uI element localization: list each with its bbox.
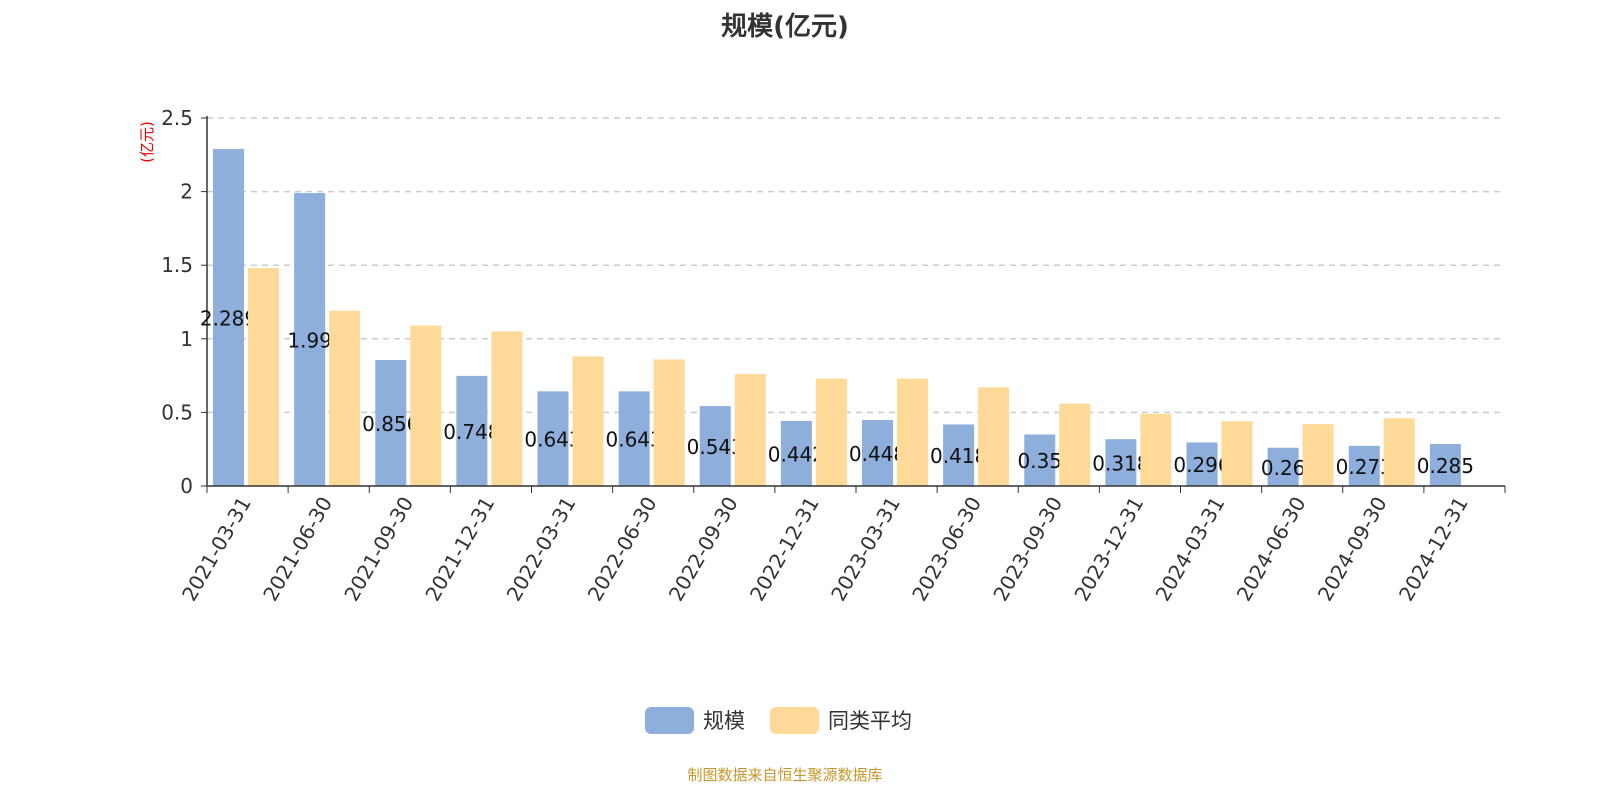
x-tick-label: 2021-06-30 — [258, 493, 337, 606]
x-tick-label: 2022-12-31 — [745, 493, 824, 606]
y-tick-label: 2.5 — [161, 106, 193, 130]
y-tick-label: 1.5 — [161, 253, 193, 277]
bar-scale — [213, 149, 244, 486]
y-axis-label: (亿元) — [138, 121, 156, 163]
x-tick-label: 2023-06-30 — [907, 493, 986, 606]
data-label: 0.856 — [362, 412, 419, 436]
bar-scale — [618, 391, 650, 486]
y-tick-label: 2 — [180, 180, 193, 204]
bar-peer-average — [1221, 421, 1253, 486]
data-label: 0.26 — [1261, 456, 1306, 480]
x-tick-label: 2023-03-31 — [826, 493, 905, 606]
x-tick-label: 2024-06-30 — [1232, 493, 1311, 606]
x-tick-label: 2022-03-31 — [501, 493, 580, 606]
x-tick-label: 2021-03-31 — [177, 493, 256, 606]
data-label: 2.289 — [200, 307, 257, 331]
bar-peer-average — [1302, 424, 1334, 486]
legend-label: 规模 — [703, 709, 745, 733]
data-label: 0.543 — [687, 435, 744, 459]
bar-scale — [537, 391, 569, 486]
source-note: 制图数据来自恒生聚源数据库 — [687, 766, 883, 784]
data-label: 0.643 — [605, 428, 662, 452]
x-tick-label: 2022-09-30 — [664, 493, 743, 606]
bar-scale — [1348, 445, 1380, 486]
bar-peer-average — [978, 387, 1010, 486]
bar-peer-average — [1383, 418, 1415, 486]
data-label: 0.748 — [443, 420, 500, 444]
y-tick-label: 1 — [180, 327, 193, 351]
x-tick-label: 2024-09-30 — [1313, 493, 1392, 606]
bar-peer-average — [410, 325, 442, 486]
x-tick-label: 2023-09-30 — [988, 493, 1067, 606]
bar-peer-average — [248, 268, 279, 486]
y-tick-label: 0 — [180, 474, 193, 498]
x-tick-label: 2024-03-31 — [1150, 493, 1229, 606]
bar-scale — [1024, 434, 1056, 486]
bar-scale — [943, 424, 975, 486]
bar-scale — [456, 375, 488, 486]
bar-peer-average — [1059, 403, 1091, 486]
bar-peer-average — [491, 331, 523, 486]
data-label: 0.273 — [1336, 455, 1393, 479]
legend-swatch — [770, 707, 819, 734]
legend-label: 同类平均 — [828, 709, 912, 733]
bar-peer-average — [329, 310, 361, 486]
data-label: 0.296 — [1173, 453, 1230, 477]
bar-peer-average — [1140, 413, 1172, 486]
bar-scale — [375, 359, 407, 486]
bar-peer-average — [815, 378, 847, 486]
x-tick-label: 2021-12-31 — [420, 493, 499, 606]
bar-scale — [699, 406, 731, 486]
y-tick-label: 0.5 — [161, 400, 193, 424]
data-label: 1.99 — [287, 329, 332, 353]
data-label: 0.418 — [930, 444, 987, 468]
bar-peer-average — [572, 356, 604, 486]
bar-scale — [1105, 439, 1137, 486]
x-tick-label: 2023-12-31 — [1069, 493, 1148, 606]
bar-scale — [294, 193, 326, 486]
legend-swatch — [645, 707, 694, 734]
data-label: 0.318 — [1092, 452, 1149, 476]
bar-scale — [1267, 447, 1299, 486]
x-tick-label: 2022-06-30 — [583, 493, 662, 606]
chart-title: 规模(亿元) — [721, 12, 849, 42]
bar-peer-average — [897, 378, 928, 486]
bar-peer-average — [653, 359, 685, 486]
x-tick-label: 2024-12-31 — [1394, 493, 1473, 606]
data-label: 0.285 — [1417, 454, 1474, 478]
data-label: 0.643 — [524, 428, 581, 452]
data-label: 0.442 — [768, 442, 825, 466]
bar-scale — [780, 420, 812, 486]
bar-peer-average — [734, 374, 766, 486]
bar-scale — [1186, 442, 1218, 486]
data-label: 0.448 — [849, 442, 906, 466]
bar-scale — [862, 420, 893, 486]
x-tick-label: 2021-09-30 — [339, 493, 418, 606]
data-label: 0.35 — [1017, 449, 1062, 473]
bar-scale — [1429, 444, 1461, 486]
